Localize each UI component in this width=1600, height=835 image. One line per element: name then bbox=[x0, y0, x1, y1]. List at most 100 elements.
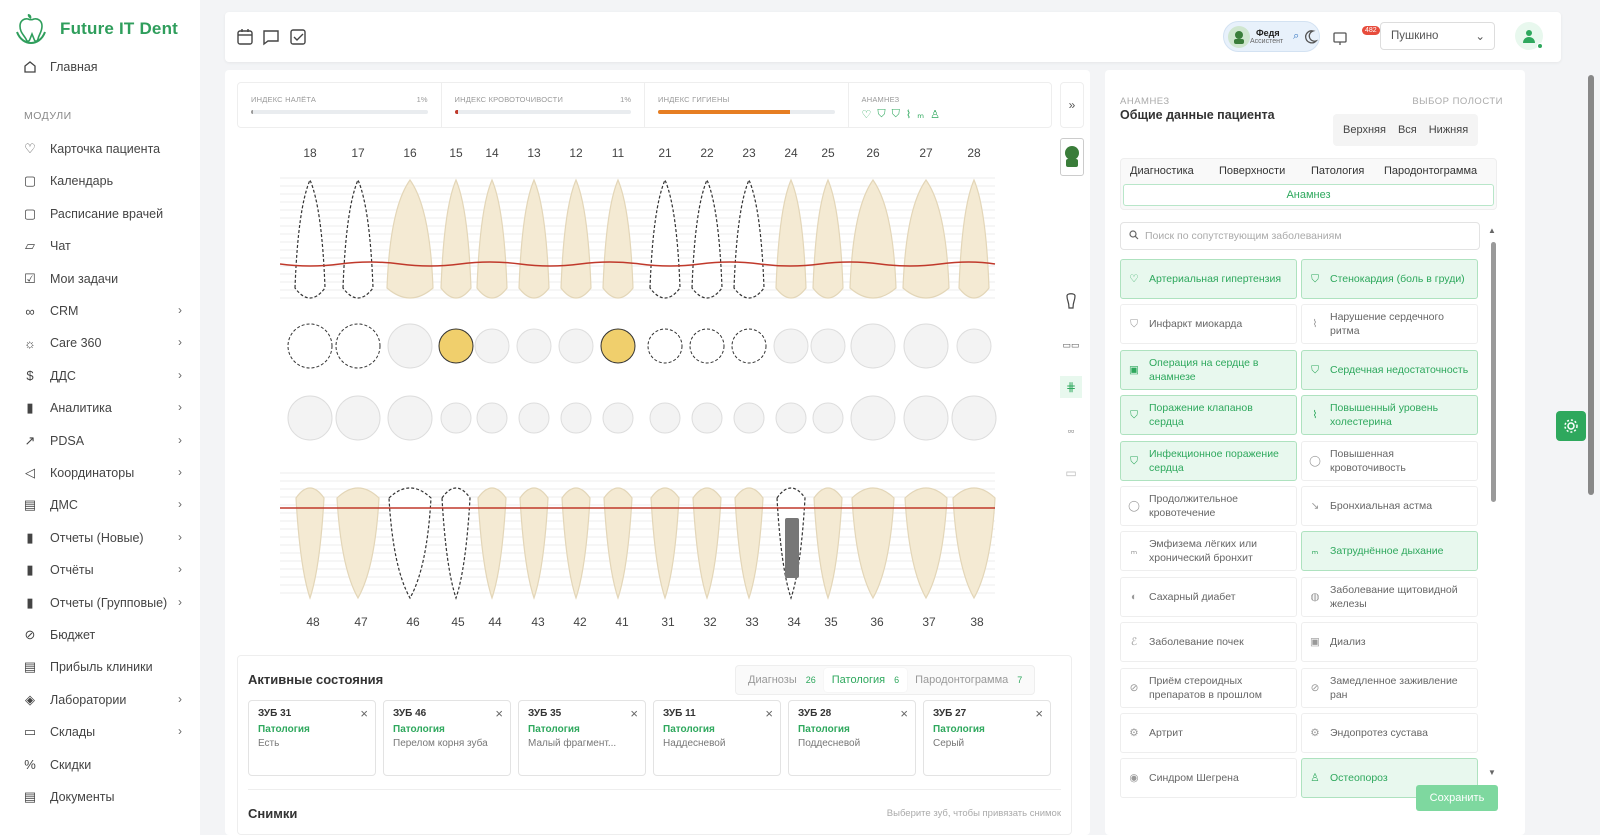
sidebar-item-calendar[interactable]: ▢ Календарь bbox=[22, 169, 194, 193]
side-view-icon[interactable]: ▫▫ bbox=[1067, 426, 1075, 436]
tooth-number[interactable]: 31 bbox=[661, 615, 675, 629]
tab-surfaces[interactable]: Поверхности bbox=[1219, 165, 1286, 177]
collapse-panel-button[interactable]: » bbox=[1060, 82, 1084, 128]
tooth-number[interactable]: 32 bbox=[703, 615, 717, 629]
tooth-number[interactable]: 37 bbox=[922, 615, 936, 629]
scroll-thumb[interactable] bbox=[1491, 242, 1496, 502]
tab-periodontogram[interactable]: Пародонтограмма 7 bbox=[907, 668, 1030, 692]
condition-card[interactable]: ЗУБ 46 Патология Перелом корня зуба × bbox=[383, 700, 511, 776]
tooth-number[interactable]: 35 bbox=[824, 615, 838, 629]
notification-icon[interactable] bbox=[1331, 28, 1349, 46]
scroll-up-icon[interactable]: ▲ bbox=[1488, 226, 1496, 235]
sidebar-item-care-360[interactable]: ☼ Care 360 › bbox=[22, 331, 194, 355]
tooth-number[interactable]: 11 bbox=[611, 146, 625, 160]
disease-item[interactable]: ◐ Сахарный диабет bbox=[1120, 576, 1297, 617]
sidebar-item-discounts[interactable]: % Скидки bbox=[22, 753, 194, 777]
disease-item[interactable]: ₘ Эмфизема лёгких или хронический бронхит bbox=[1120, 531, 1297, 572]
tooth-number[interactable]: 48 bbox=[306, 615, 320, 629]
tooth-number[interactable]: 27 bbox=[919, 146, 933, 160]
tooth-number[interactable]: 23 bbox=[742, 146, 756, 160]
sidebar-item-dms[interactable]: ▤ ДМС › bbox=[22, 493, 194, 517]
minimize-icon[interactable]: ▭ bbox=[1065, 466, 1077, 480]
sidebar-item-crm[interactable]: ∞ CRM › bbox=[22, 299, 194, 323]
occlusal-view-icon[interactable]: ▭▭ bbox=[1062, 339, 1080, 350]
close-icon[interactable]: × bbox=[360, 706, 368, 721]
tooth-number[interactable]: 18 bbox=[303, 146, 317, 160]
disease-item[interactable]: ⛉ Инфаркт миокарда bbox=[1120, 304, 1297, 345]
disease-item[interactable]: ↘ Бронхиальная астма bbox=[1301, 486, 1478, 526]
tooth-number[interactable]: 46 bbox=[406, 615, 420, 629]
sidebar-item-patient-card[interactable]: ♡ Карточка пациента bbox=[22, 137, 194, 161]
tooth-number[interactable]: 38 bbox=[970, 615, 984, 629]
chat-icon[interactable] bbox=[262, 28, 280, 46]
disease-item[interactable]: ♡ Артериальная гипертензия bbox=[1120, 259, 1297, 299]
close-icon[interactable]: × bbox=[630, 706, 638, 721]
disease-item[interactable]: ◉ Синдром Шегрена bbox=[1120, 758, 1297, 799]
tab-pathology-right[interactable]: Патология bbox=[1311, 165, 1365, 177]
disease-item[interactable]: ⛉ Сердечная недостаточность bbox=[1301, 349, 1478, 390]
sidebar-item-chat[interactable]: ▱ Чат bbox=[22, 234, 194, 258]
condition-card[interactable]: ЗУБ 28 Патология Поддесневой × bbox=[788, 700, 916, 776]
tooth-number[interactable]: 44 bbox=[488, 615, 502, 629]
disease-item[interactable]: ℰ Заболевание почек bbox=[1120, 622, 1297, 663]
disease-item[interactable]: ◍ Заболевание щитовидной железы bbox=[1301, 576, 1478, 617]
settings-float-button[interactable] bbox=[1556, 411, 1586, 441]
tooth-number[interactable]: 13 bbox=[527, 146, 541, 160]
sidebar-item-documents[interactable]: ▤ Документы bbox=[22, 785, 194, 809]
moon-icon[interactable] bbox=[1304, 28, 1322, 46]
patient-avatar-tool[interactable] bbox=[1060, 138, 1084, 176]
sidebar-item-coordinators[interactable]: ◁ Координаторы › bbox=[22, 461, 194, 485]
close-icon[interactable]: × bbox=[495, 706, 503, 721]
teeth-chart[interactable] bbox=[280, 168, 1010, 613]
cavity-upper[interactable]: Верхняя bbox=[1343, 124, 1386, 136]
cavity-lower[interactable]: Нижняя bbox=[1428, 124, 1469, 136]
disease-item[interactable]: ⌇ Нарушение сердечного ритма bbox=[1301, 304, 1478, 345]
disease-item[interactable]: ▣ Диализ bbox=[1301, 622, 1478, 663]
condition-card[interactable]: ЗУБ 11 Патология Наддесневой × bbox=[653, 700, 781, 776]
tooth-number[interactable]: 12 bbox=[569, 146, 583, 160]
disease-item[interactable]: ⚙ Эндопротез сустава bbox=[1301, 713, 1478, 753]
sidebar-item-pdsa[interactable]: ↗ PDSA › bbox=[22, 429, 194, 453]
full-jaw-view-icon[interactable]: ⋕ bbox=[1060, 376, 1082, 398]
tooth-number[interactable]: 42 bbox=[573, 615, 587, 629]
disease-item[interactable]: ◯ Повышенная кровоточивость bbox=[1301, 440, 1478, 481]
tooth-number[interactable]: 22 bbox=[700, 146, 714, 160]
tooth-number[interactable]: 21 bbox=[658, 146, 672, 160]
tab-periodontogram-right[interactable]: Пародонтограмма bbox=[1384, 165, 1478, 177]
tooth-number[interactable]: 15 bbox=[449, 146, 463, 160]
disease-item[interactable]: ⛉ Инфекционное поражение сердца bbox=[1120, 440, 1297, 481]
logo[interactable]: Future IT Dent bbox=[14, 12, 178, 46]
scroll-down-icon[interactable]: ▼ bbox=[1488, 768, 1496, 777]
sidebar-item-clinic-profit[interactable]: ▤ Прибыль клиники bbox=[22, 655, 194, 679]
disease-item[interactable]: ⛉ Поражение клапанов сердца bbox=[1120, 395, 1297, 436]
tooth-number[interactable]: 36 bbox=[870, 615, 884, 629]
tab-diagnoses[interactable]: Диагнозы 26 bbox=[740, 668, 824, 692]
tab-pathology[interactable]: Патология 6 bbox=[823, 668, 908, 692]
tooth-number[interactable]: 33 bbox=[745, 615, 759, 629]
tooth-number[interactable]: 47 bbox=[354, 615, 368, 629]
close-icon[interactable]: × bbox=[1035, 706, 1043, 721]
tooth-number[interactable]: 43 bbox=[531, 615, 545, 629]
profile-avatar[interactable] bbox=[1515, 22, 1543, 50]
sidebar-item-reports-new[interactable]: ▮ Отчеты (Новые) › bbox=[22, 526, 194, 550]
tasks-icon[interactable] bbox=[289, 28, 307, 46]
disease-item[interactable]: ₘ Затруднённое дыхание bbox=[1301, 531, 1478, 572]
sidebar-item-budget[interactable]: ⊘ Бюджет bbox=[22, 623, 194, 647]
sidebar-item-reports[interactable]: ▮ Отчёты › bbox=[22, 558, 194, 582]
disease-item[interactable]: ⚙ Артрит bbox=[1120, 713, 1297, 753]
tab-diagnostics[interactable]: Диагностика bbox=[1130, 165, 1194, 177]
user-chip[interactable]: Федя Ассистент ⌕ bbox=[1223, 21, 1320, 52]
tooth-number[interactable]: 24 bbox=[784, 146, 798, 160]
condition-card[interactable]: ЗУБ 31 Патология Есть × bbox=[248, 700, 376, 776]
tab-anamnesis[interactable]: Анамнез bbox=[1123, 184, 1494, 206]
tooth-number[interactable]: 14 bbox=[485, 146, 499, 160]
disease-item[interactable]: ▣ Операция на сердце в анамнезе bbox=[1120, 349, 1297, 390]
tooth-number[interactable]: 17 bbox=[351, 146, 365, 160]
sidebar-item-my-tasks[interactable]: ☑ Мои задачи bbox=[22, 267, 194, 291]
tooth-number[interactable]: 16 bbox=[403, 146, 417, 160]
tooth-number[interactable]: 45 bbox=[451, 615, 465, 629]
message-icon[interactable]: ⌕ bbox=[1293, 30, 1300, 42]
condition-card[interactable]: ЗУБ 35 Патология Малый фрагмент... × bbox=[518, 700, 646, 776]
close-icon[interactable]: × bbox=[900, 706, 908, 721]
page-scrollbar[interactable] bbox=[1588, 75, 1594, 495]
